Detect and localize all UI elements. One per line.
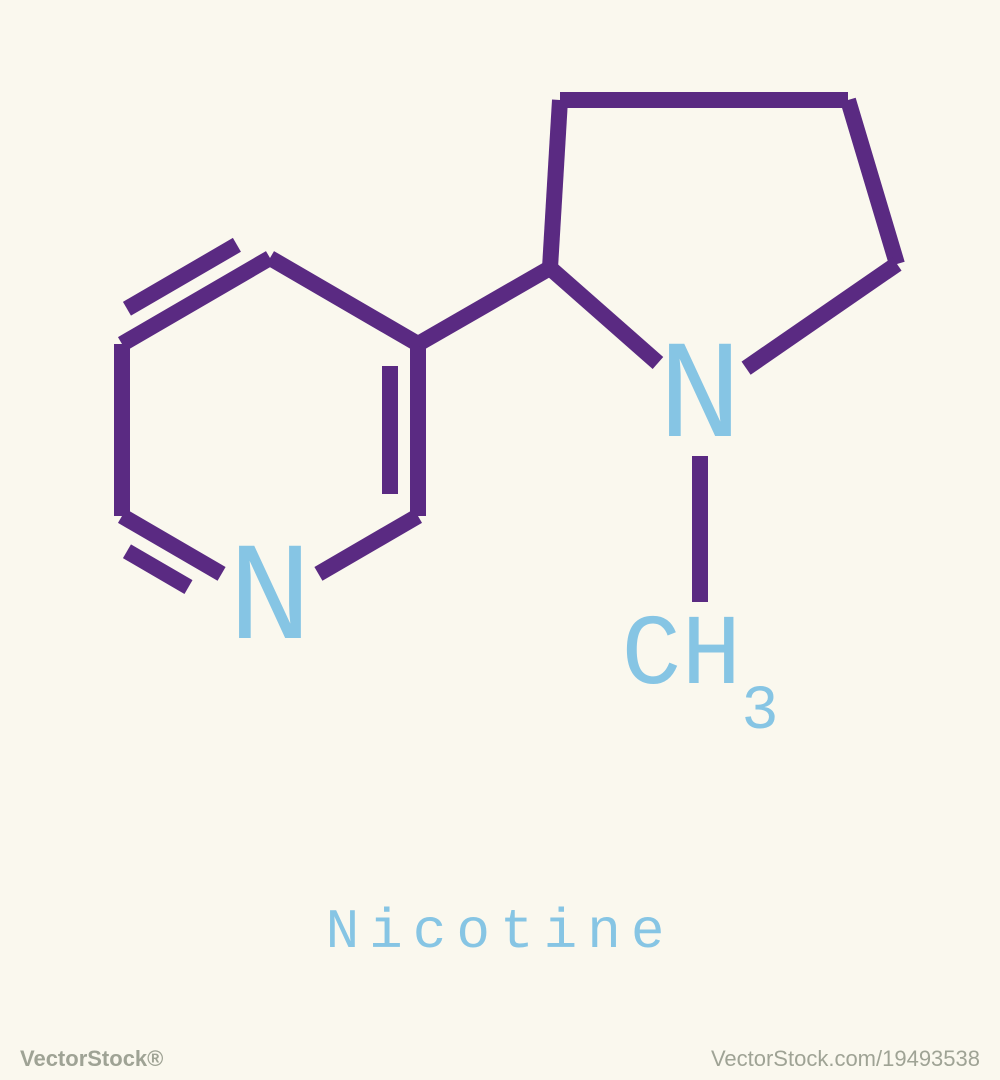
watermark-left: VectorStock® bbox=[20, 1046, 163, 1072]
pyrrolidine-nitrogen-label: N bbox=[658, 330, 742, 470]
methyl-label: CH3 bbox=[621, 608, 778, 708]
diagram-stage: N N CH3 Nicotine VectorStock® VectorStoc… bbox=[0, 0, 1000, 1080]
pyridine-nitrogen-label: N bbox=[228, 532, 312, 672]
watermark-right: VectorStock.com/19493538 bbox=[711, 1046, 980, 1072]
compound-name: Nicotine bbox=[0, 900, 1000, 964]
